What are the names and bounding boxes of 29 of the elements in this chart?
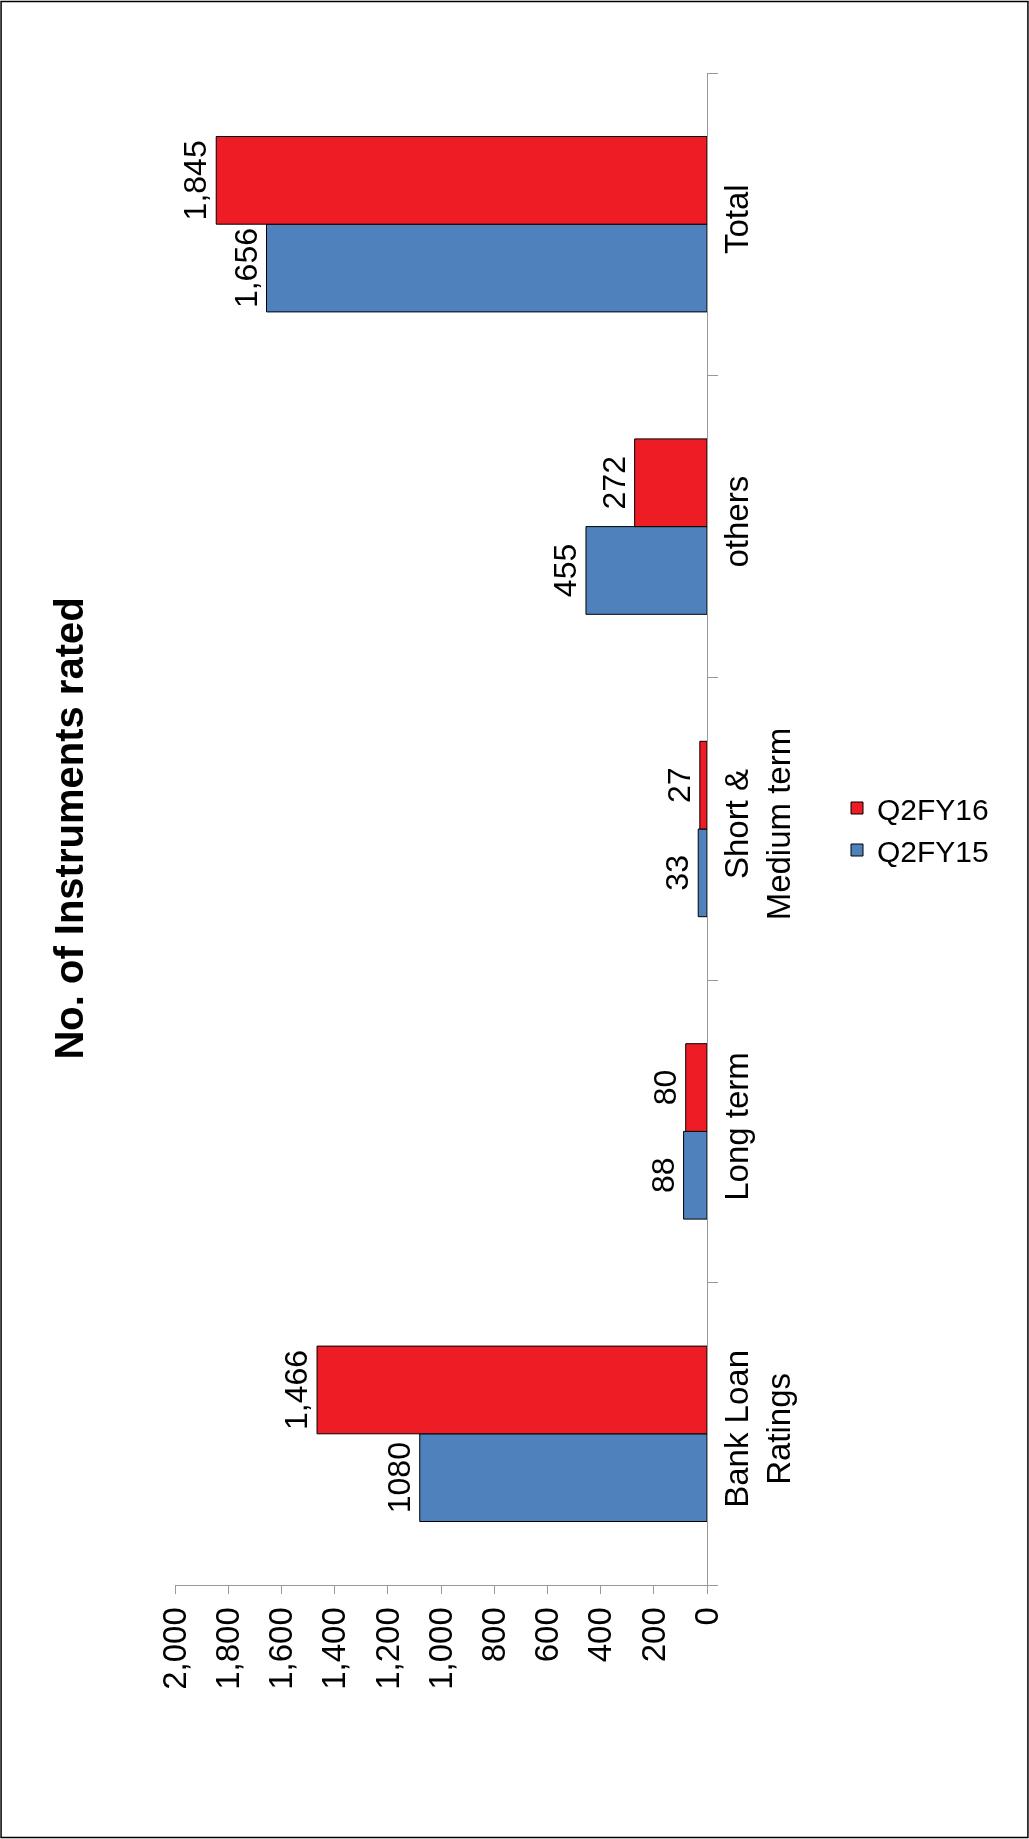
y-tick-label: Total [717,184,755,255]
data-label: 80 [646,1069,683,1106]
data-label: 272 [595,456,632,510]
x-tick-label: 600 [528,1607,566,1663]
x-tick-label: 800 [474,1607,512,1663]
x-tick-label: 1,600 [262,1607,300,1690]
y-tick-label: Short & Medium term [717,727,798,921]
x-tick-label: 1,000 [421,1607,459,1690]
x-tick-label: 1,400 [315,1607,353,1690]
data-label: 455 [546,543,583,598]
y-tick-label: others [717,475,755,568]
x-tick-label: 2,000 [155,1607,193,1690]
x-tick-label: 400 [581,1607,619,1663]
data-label: 1080 [380,1442,417,1514]
data-label: 33 [659,855,696,891]
y-tick-label: Bank Loan Ratings [717,1349,798,1508]
data-label: 1,845 [177,140,214,221]
legend-label: Q2FY16 [877,792,989,826]
x-tick-label: 0 [687,1607,725,1626]
data-label: 88 [644,1157,681,1194]
text: No. of Instruments rated [46,597,91,1060]
x-tick-label: 1,200 [368,1607,406,1690]
y-tick-label: Long term [717,1052,755,1201]
data-label: 1,656 [227,228,264,309]
x-tick-label: 1,800 [208,1607,246,1690]
x-tick-label: 200 [634,1607,672,1663]
data-label: 27 [660,767,697,803]
legend-label: Q2FY15 [877,834,989,868]
data-label: 1,466 [278,1349,315,1430]
